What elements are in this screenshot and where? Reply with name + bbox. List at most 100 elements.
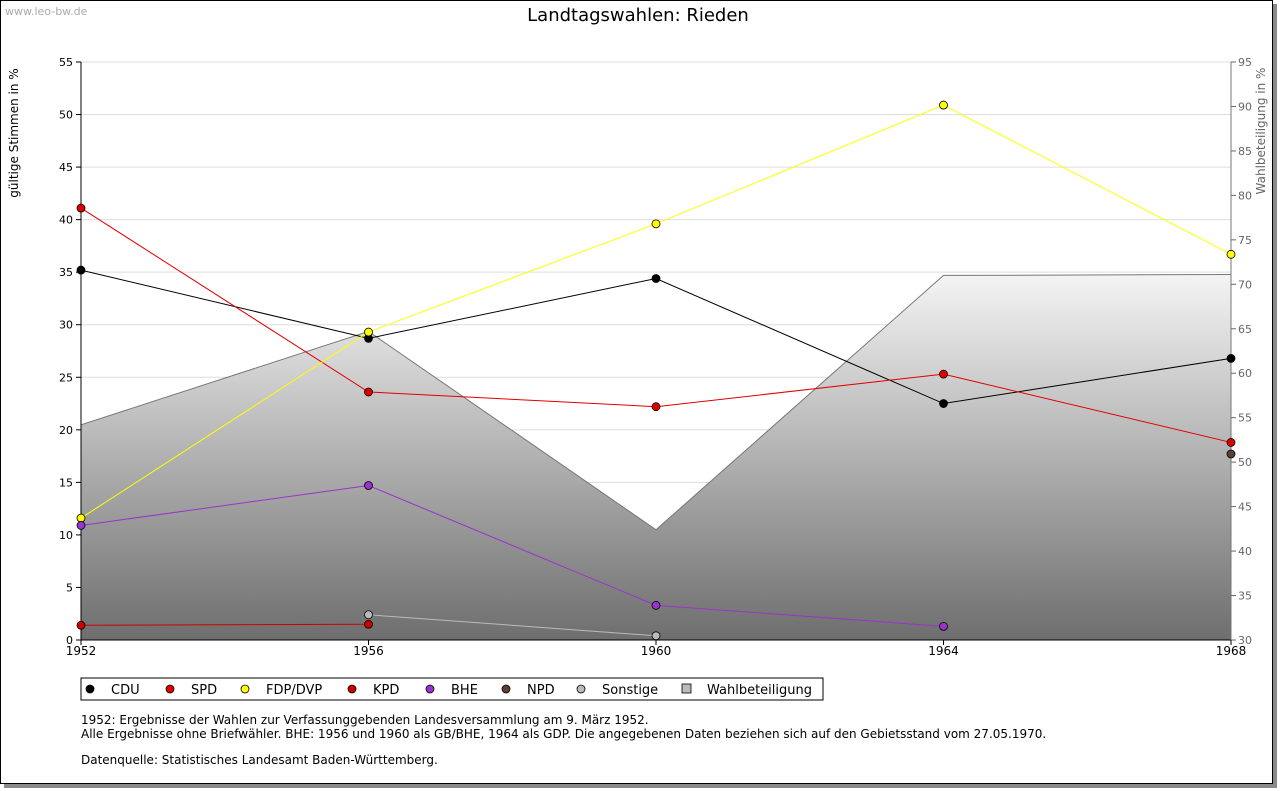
- point-spd-1960: [651, 402, 661, 412]
- point-bhe-1956: [364, 481, 373, 490]
- y2-tick-label-45: 45: [1238, 501, 1252, 514]
- point-spd-1964: [939, 369, 948, 379]
- point-bhe-1964: [939, 621, 948, 631]
- legend-swatch-wahlbeteiligung: [681, 683, 692, 694]
- legend-label-npd: NPD: [527, 683, 555, 698]
- y2-tick-label-80: 80: [1238, 189, 1252, 202]
- series-line-kpd: [80, 623, 369, 626]
- legend-label-bhe: BHE: [451, 683, 478, 698]
- point-cdu-1952: [76, 265, 86, 275]
- y2-tick-label-75: 75: [1238, 234, 1252, 247]
- legend-item-cdu: CDU: [85, 683, 140, 698]
- series-cdu: [76, 265, 1236, 408]
- y-tick-label-40: 40: [59, 214, 73, 227]
- y-tick-label-30: 30: [59, 319, 73, 332]
- point-fdp-dvp-1960: [651, 219, 661, 229]
- series-line-sonstige: [368, 614, 657, 637]
- point-kpd-1952: [76, 620, 86, 630]
- y-tick-label-20: 20: [59, 424, 73, 437]
- series-layer: [76, 100, 1236, 641]
- data-source: Datenquelle: Statistisches Landesamt Bad…: [81, 753, 438, 767]
- y-tick-label-0: 0: [66, 634, 73, 647]
- legend: CDU SPD FDP/DVP KPD BHE NPD Sonstige Wahlbeteil…: [80, 677, 824, 701]
- legend-swatch-kpd: [347, 684, 357, 694]
- point-cdu-1968: [1226, 353, 1236, 363]
- point-kpd-1956: [364, 619, 373, 629]
- series-fdp-dvp: [76, 100, 1236, 523]
- legend-swatch-fdp-dvp: [240, 684, 250, 694]
- y2-tick-label-35: 35: [1238, 590, 1252, 603]
- chart-notes: 1952: Ergebnisse der Wahlen zur Verfassu…: [81, 713, 1047, 768]
- point-bhe-1952: [76, 521, 86, 530]
- y-tick-label-25: 25: [59, 371, 73, 384]
- y2-tick-label-85: 85: [1238, 145, 1252, 158]
- series-bhe: [76, 481, 948, 631]
- y-tick-label-5: 5: [66, 581, 73, 594]
- y-axis-label: gültige Stimmen in %: [7, 68, 21, 197]
- legend-item-npd: NPD: [501, 683, 555, 698]
- point-spd-1968: [1226, 438, 1236, 447]
- series-line-bhe: [80, 485, 944, 627]
- legend-label-cdu: CDU: [111, 683, 140, 698]
- y-tick-label-45: 45: [59, 161, 73, 174]
- legend-label-fdp-dvp: FDP/DVP: [266, 683, 322, 698]
- y2-tick-label-70: 70: [1238, 278, 1252, 291]
- series-npd: [1226, 449, 1236, 459]
- legend-swatch-npd: [501, 684, 511, 694]
- point-fdp-dvp-1952: [76, 513, 86, 523]
- point-cdu-1960: [651, 274, 661, 283]
- legend-swatch-sonstige: [576, 684, 586, 694]
- y-tick-label-15: 15: [59, 476, 73, 489]
- series-kpd: [76, 619, 373, 630]
- legend-item-kpd: KPD: [347, 683, 399, 698]
- legend-swatch-cdu: [85, 684, 95, 694]
- legend-label-sonstige: Sonstige: [602, 683, 658, 698]
- x-tick-label-1968: 1968: [1216, 644, 1247, 658]
- watermark: www.leo-bw.de: [5, 5, 88, 18]
- y-tick-label-10: 10: [59, 529, 73, 542]
- point-spd-1952: [76, 203, 86, 213]
- turnout-area: [81, 274, 1231, 640]
- y-tick-label-50: 50: [59, 109, 73, 122]
- legend-item-bhe: BHE: [425, 683, 478, 698]
- y2-tick-label-40: 40: [1238, 545, 1252, 558]
- point-sonstige-1960: [651, 631, 661, 641]
- point-fdp-dvp-1964: [939, 100, 948, 110]
- legend-item-fdp-dvp: FDP/DVP: [240, 683, 322, 698]
- x-tick-label-1952: 1952: [66, 644, 97, 658]
- point-sonstige-1956: [364, 610, 373, 620]
- point-npd-1968: [1226, 449, 1236, 459]
- y2-axis-label: Wahlbeteiligung in %: [1254, 68, 1268, 195]
- y2-tick-label-55: 55: [1238, 412, 1252, 425]
- legend-label-kpd: KPD: [373, 683, 399, 698]
- turnout-line: [80, 274, 1232, 531]
- series-sonstige: [364, 610, 661, 641]
- x-tick-label-1960: 1960: [641, 644, 672, 658]
- point-spd-1956: [364, 387, 373, 397]
- x-tick-label-1964: 1964: [928, 644, 959, 658]
- point-cdu-1964: [939, 399, 948, 408]
- legend-box: [80, 677, 824, 701]
- legend-label-spd: SPD: [191, 683, 217, 698]
- point-fdp-dvp-1968: [1226, 249, 1236, 259]
- point-fdp-dvp-1956: [364, 327, 373, 337]
- legend-item-spd: SPD: [165, 683, 217, 698]
- y2-tick-label-95: 95: [1238, 56, 1252, 69]
- chart-title: Landtagswahlen: Rieden: [527, 5, 749, 26]
- x-tick-label-1956: 1956: [353, 644, 384, 658]
- series-spd: [76, 203, 1236, 447]
- point-bhe-1960: [651, 600, 661, 610]
- legend-label-wahlbeteiligung: Wahlbeteiligung: [707, 683, 812, 698]
- legend-swatch-spd: [165, 684, 175, 694]
- legend-item-sonstige: Sonstige: [576, 683, 658, 698]
- turnout-area-layer: [80, 274, 1232, 640]
- y2-tick-label-90: 90: [1238, 100, 1252, 113]
- y2-tick-label-50: 50: [1238, 456, 1252, 469]
- legend-item-wahlbeteiligung: Wahlbeteiligung: [681, 683, 812, 698]
- legend-swatch-bhe: [425, 684, 435, 694]
- y-tick-label-35: 35: [59, 266, 73, 279]
- y2-tick-label-30: 30: [1238, 634, 1252, 647]
- note-general: Alle Ergebnisse ohne Briefwähler. BHE: 1…: [81, 726, 1047, 741]
